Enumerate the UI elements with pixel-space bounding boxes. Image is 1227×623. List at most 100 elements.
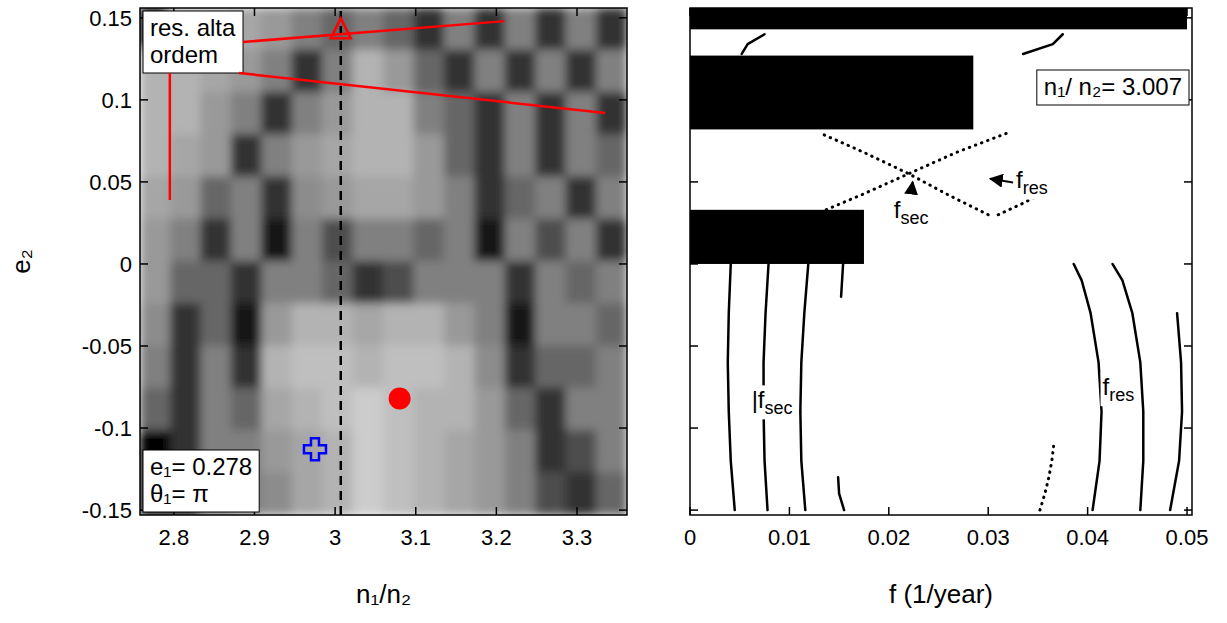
map-cell — [261, 92, 292, 135]
map-cell — [140, 92, 171, 135]
map-cell — [535, 8, 566, 51]
annotation-box: e₁= 0.278θ₁= π — [143, 450, 259, 512]
map-cell — [231, 261, 262, 304]
x-tick-label: 0.04 — [1066, 525, 1109, 550]
map-cell — [322, 92, 353, 135]
map-cell — [383, 346, 414, 389]
y-tick-label: -0.05 — [82, 334, 132, 359]
x-tick — [789, 507, 791, 515]
map-cell — [474, 346, 505, 389]
map-cell — [444, 430, 475, 473]
y-tick-right — [1184, 263, 1192, 265]
annotation-box-bg — [1037, 70, 1189, 105]
map-cell — [231, 134, 262, 177]
annotation-text: n₁/ n₂= 3.007 — [1044, 73, 1182, 100]
x-tick — [415, 507, 417, 515]
map-cell — [596, 472, 627, 515]
y-tick-label: -0.1 — [94, 416, 132, 441]
map-cell — [505, 50, 536, 93]
map-cell — [413, 430, 444, 473]
x-tick-label: 0.03 — [967, 525, 1010, 550]
y-tick-right — [619, 345, 627, 347]
leader-line — [239, 73, 605, 113]
map-cell — [292, 303, 323, 346]
chaotic-band — [690, 8, 1187, 29]
plot-frame — [690, 8, 1192, 515]
map-cell — [292, 134, 323, 177]
map-cell — [505, 134, 536, 177]
frequency-curve — [1023, 34, 1063, 54]
map-cell — [505, 177, 536, 220]
map-cell — [535, 92, 566, 135]
map-cell — [292, 472, 323, 515]
dynamic-map — [140, 8, 627, 515]
map-cell — [535, 177, 566, 220]
map-cell — [383, 303, 414, 346]
x-tick-top — [254, 8, 256, 16]
map-cell — [566, 8, 597, 51]
map-cell — [474, 472, 505, 515]
map-cell — [261, 346, 292, 389]
map-cell — [596, 134, 627, 177]
label-bg — [892, 195, 931, 229]
map-cell — [413, 92, 444, 135]
map-cell — [353, 472, 384, 515]
map-cell — [353, 261, 384, 304]
map-cell — [474, 430, 505, 473]
y-tick-label: 0 — [120, 252, 132, 277]
x-tick — [576, 507, 578, 515]
x-tick-top — [1087, 8, 1089, 16]
x-tick — [1186, 507, 1188, 515]
map-cell — [200, 346, 231, 389]
map-cell — [444, 8, 475, 51]
frequency-label: fsec — [892, 195, 931, 229]
map-cell — [413, 177, 444, 220]
y-tick — [140, 427, 148, 429]
y-tick-right — [619, 181, 627, 183]
map-cell — [596, 303, 627, 346]
label-arrow — [911, 182, 913, 194]
y-tick-right — [1184, 181, 1192, 183]
map-cell — [596, 261, 627, 304]
map-cell — [535, 388, 566, 431]
map-cell — [566, 388, 597, 431]
y-tick-label: -0.15 — [82, 498, 132, 523]
frequency-label: fres — [1101, 372, 1137, 406]
map-cell — [596, 388, 627, 431]
map-cell — [200, 177, 231, 220]
label-bg — [1101, 372, 1137, 406]
map-cell — [505, 303, 536, 346]
map-cell — [140, 346, 171, 389]
annotation-text: e₁= 0.278 — [150, 453, 252, 480]
map-cell — [322, 261, 353, 304]
chaotic-band — [690, 210, 864, 264]
map-cell — [596, 177, 627, 220]
map-cell — [200, 261, 231, 304]
map-cell — [353, 177, 384, 220]
map-cell — [261, 177, 292, 220]
map-cell — [413, 134, 444, 177]
figure: 2.82.933.13.23.3-0.15-0.1-0.0500.050.10.… — [0, 0, 1227, 623]
y-axis-title: e₂ — [6, 249, 36, 274]
map-cell — [292, 219, 323, 262]
map-cell — [474, 303, 505, 346]
map-cell — [292, 346, 323, 389]
y-tick-label: 0.15 — [89, 6, 132, 31]
frequency-curve — [728, 264, 735, 510]
x-tick-top — [789, 8, 791, 16]
label-sub: sec — [900, 208, 928, 228]
map-cell — [566, 134, 597, 177]
map-cell — [383, 134, 414, 177]
map-cell — [444, 388, 475, 431]
y-tick-right — [1184, 17, 1192, 19]
map-cell — [261, 134, 292, 177]
x-tick-label: 0.01 — [768, 525, 811, 550]
map-cell — [474, 388, 505, 431]
map-cell — [474, 219, 505, 262]
frequency-label-text: fres — [1016, 166, 1048, 198]
y-tick — [140, 181, 148, 183]
map-cell — [474, 177, 505, 220]
map-cell — [140, 388, 171, 431]
map-cell — [413, 219, 444, 262]
map-cell — [505, 430, 536, 473]
